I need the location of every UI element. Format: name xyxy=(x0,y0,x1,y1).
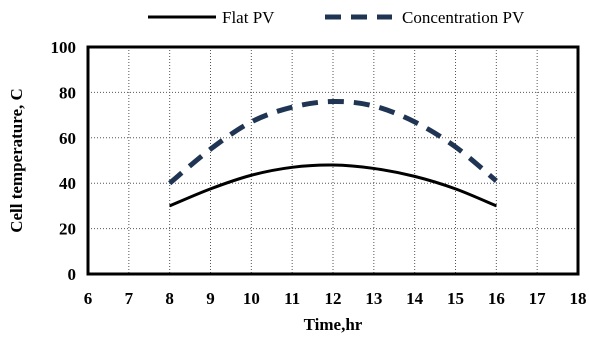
x-tick-label: 15 xyxy=(447,289,464,308)
legend-label-flat-pv: Flat PV xyxy=(222,8,275,27)
y-axis-title: Cell temperature, C xyxy=(7,88,26,233)
x-tick-label: 10 xyxy=(243,289,260,308)
series-group xyxy=(168,98,498,208)
y-tick-label: 60 xyxy=(59,129,76,148)
x-axis-title: Time,hr xyxy=(304,315,363,334)
x-tick-label: 18 xyxy=(570,289,587,308)
series-line-concentration-pv xyxy=(168,98,498,186)
x-tick-label: 14 xyxy=(406,289,424,308)
y-tick-label: 80 xyxy=(59,83,76,102)
y-tick-label: 0 xyxy=(68,265,77,284)
plot-frame xyxy=(86,45,580,276)
y-tick-label: 100 xyxy=(51,38,77,57)
legend-label-concentration-pv: Concentration PV xyxy=(402,8,525,27)
series-line-flat-pv xyxy=(169,163,497,208)
x-tick-label: 13 xyxy=(365,289,382,308)
x-tick-label: 9 xyxy=(206,289,215,308)
x-axis-ticks: 6 7 8 9 10 11 12 13 14 15 16 17 18 xyxy=(84,289,587,308)
x-tick-label: 6 xyxy=(84,289,93,308)
x-tick-label: 12 xyxy=(325,289,342,308)
chart-legend: Flat PV Concentration PV xyxy=(148,8,525,27)
x-tick-label: 7 xyxy=(125,289,134,308)
y-tick-label: 40 xyxy=(59,174,76,193)
x-tick-label: 16 xyxy=(488,289,505,308)
x-tick-label: 17 xyxy=(529,289,547,308)
x-tick-label: 11 xyxy=(284,289,300,308)
y-tick-label: 20 xyxy=(59,220,76,239)
y-axis-ticks: 0 20 40 60 80 100 xyxy=(51,38,77,284)
grid-lines xyxy=(88,47,578,274)
x-tick-label: 8 xyxy=(165,289,174,308)
